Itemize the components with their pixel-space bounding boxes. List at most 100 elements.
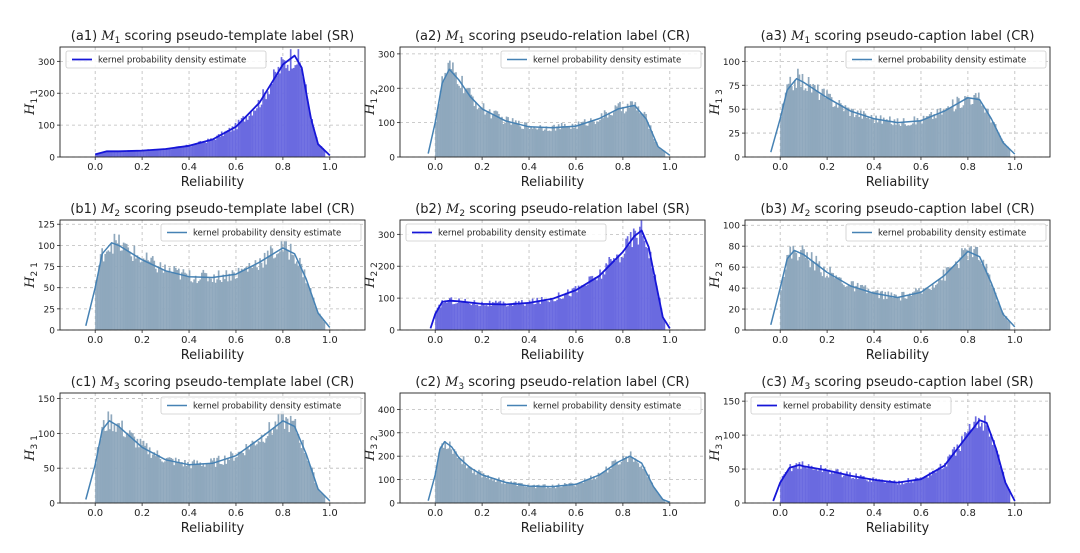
histogram-bar bbox=[843, 285, 845, 330]
axes-frame bbox=[59, 392, 366, 504]
histogram-bar bbox=[849, 115, 851, 157]
histogram-bar bbox=[859, 474, 862, 503]
legend: kernel probability density estimate bbox=[500, 50, 702, 69]
histogram-bar bbox=[528, 486, 531, 503]
histogram-bar bbox=[447, 448, 450, 503]
panel-c3: 0.0 0.2 0.4 0.6 0.8 1.0050100150ReliabilityH3… bbox=[708, 375, 1051, 536]
histogram-bar bbox=[504, 122, 506, 157]
histogram-bar bbox=[583, 478, 586, 503]
axes-frame bbox=[744, 392, 1051, 504]
histogram-bar bbox=[634, 102, 637, 157]
histogram-bar bbox=[227, 281, 229, 330]
histogram-bar bbox=[1005, 146, 1008, 157]
histogram-bar bbox=[869, 478, 871, 503]
x-tick-label: 0.6 bbox=[228, 508, 244, 519]
histogram-bar bbox=[947, 106, 949, 157]
histogram-bar bbox=[962, 105, 965, 157]
histogram-bar bbox=[861, 284, 864, 330]
histogram-bar bbox=[873, 481, 876, 503]
panel-title-suffix: scoring pseudo-template label (SR) bbox=[125, 29, 355, 44]
histogram-bar bbox=[156, 450, 159, 503]
x-tick-label: 0.4 bbox=[521, 335, 537, 346]
histogram-bar bbox=[102, 261, 105, 330]
histogram-bar bbox=[530, 302, 532, 330]
panel-title-suffix: scoring pseudo-relation label (SR) bbox=[469, 202, 690, 217]
y-tick-label: 200 bbox=[378, 263, 395, 273]
histogram-bar bbox=[200, 142, 203, 157]
histogram-bar bbox=[563, 483, 566, 503]
histogram-bar bbox=[213, 457, 215, 503]
histogram-bar bbox=[470, 94, 473, 157]
x-tick-label: 0.2 bbox=[134, 162, 150, 173]
histogram-bar bbox=[833, 471, 836, 503]
x-tick-label: 0.4 bbox=[521, 508, 537, 519]
histogram-bar bbox=[162, 272, 165, 330]
histogram-bar bbox=[870, 293, 873, 330]
histogram-bar bbox=[907, 478, 910, 503]
histogram-bar bbox=[519, 126, 522, 157]
histogram-bar bbox=[790, 86, 793, 157]
histogram-bar bbox=[843, 111, 845, 157]
histogram-bar bbox=[246, 271, 249, 330]
histogram-bar bbox=[783, 102, 785, 157]
histogram-bar bbox=[254, 110, 257, 157]
histogram-bar bbox=[533, 304, 535, 330]
histogram-bar bbox=[447, 62, 450, 157]
histogram-bar bbox=[941, 114, 943, 157]
histogram-bar bbox=[616, 106, 618, 157]
histogram-bar bbox=[158, 454, 160, 503]
histogram-bar bbox=[553, 486, 555, 503]
histogram-bar bbox=[299, 257, 301, 330]
histogram-bar bbox=[168, 267, 171, 330]
y-axis-label-subscript: 1 2 bbox=[370, 89, 380, 103]
histogram-bar bbox=[314, 306, 317, 330]
histogram-bar bbox=[810, 252, 813, 330]
histogram-bar bbox=[556, 299, 558, 330]
histogram-bar bbox=[1007, 487, 1009, 503]
x-tick-label: 1.0 bbox=[1007, 508, 1023, 519]
histogram-bar bbox=[847, 107, 850, 157]
panel-title-model-subscript: 2 bbox=[805, 209, 811, 219]
y-tick-label: 100 bbox=[38, 242, 55, 252]
histogram-bar bbox=[548, 487, 551, 503]
histogram-bar bbox=[801, 73, 804, 157]
histogram-bar bbox=[873, 122, 876, 157]
y-tick-label: 25 bbox=[44, 305, 55, 315]
histogram-bar bbox=[919, 291, 922, 330]
histogram-bar bbox=[311, 296, 314, 330]
histogram-bar bbox=[649, 251, 652, 330]
histogram-bar bbox=[314, 133, 317, 157]
histogram-bar bbox=[185, 273, 188, 330]
histogram-bar bbox=[889, 480, 891, 503]
histogram-bar bbox=[102, 152, 105, 157]
legend-box bbox=[845, 50, 1047, 69]
legend: kernel probability density estimate bbox=[65, 50, 267, 69]
histogram-bar bbox=[139, 262, 142, 330]
histogram-bar bbox=[491, 302, 494, 330]
histogram-bar bbox=[220, 131, 223, 157]
histogram-bar bbox=[585, 480, 588, 503]
histogram-bar bbox=[918, 479, 920, 503]
histogram-bar bbox=[915, 477, 917, 503]
histogram-bar bbox=[885, 480, 888, 503]
histogram-bar bbox=[277, 413, 280, 503]
panel-title-model: M bbox=[100, 29, 115, 44]
histogram-bar bbox=[138, 447, 140, 503]
histogram-bar bbox=[780, 480, 782, 503]
histogram-bar bbox=[869, 292, 871, 330]
panel-title-model-subscript: 3 bbox=[804, 382, 810, 392]
histogram-bar bbox=[138, 150, 140, 157]
histogram-bar bbox=[517, 120, 520, 157]
histogram-bar bbox=[540, 297, 543, 330]
histogram-bar bbox=[596, 121, 598, 157]
y-axis-label-symbol: H bbox=[363, 103, 378, 116]
histogram-bar bbox=[490, 478, 493, 503]
histogram-bar bbox=[531, 298, 534, 330]
histogram-bar bbox=[263, 442, 266, 503]
histogram-bar bbox=[560, 122, 563, 157]
histogram-bar bbox=[266, 250, 269, 330]
histogram-bar bbox=[655, 491, 658, 503]
histogram-bar bbox=[876, 122, 879, 157]
histogram-bar bbox=[908, 293, 911, 330]
histogram-bar bbox=[872, 477, 874, 503]
